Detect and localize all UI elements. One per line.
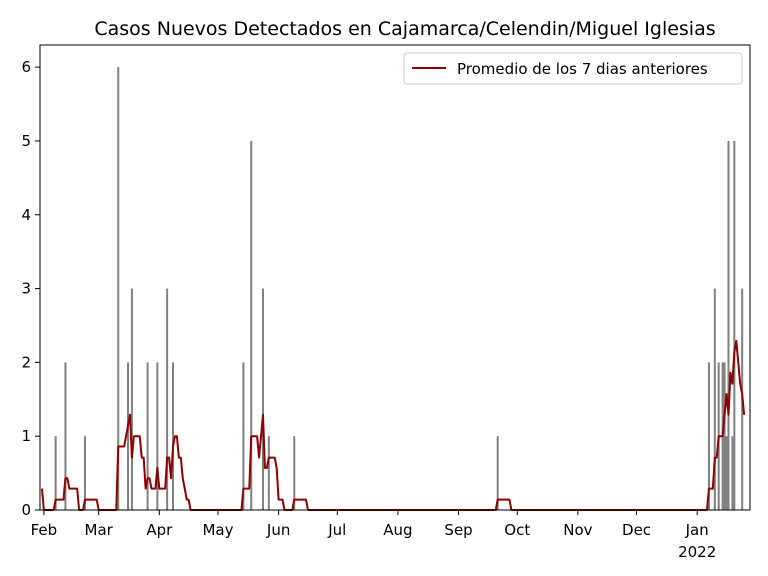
bar-21 <box>725 436 728 510</box>
y-tick-label-3: 3 <box>21 280 31 298</box>
bar-23 <box>731 436 734 510</box>
bar-13 <box>267 436 270 510</box>
bar-2 <box>83 436 86 510</box>
bars-layer <box>54 67 744 511</box>
y-tick-label-2: 2 <box>21 353 31 371</box>
x-tick-label-4: Jun <box>266 521 290 539</box>
x-tick-sublabel-11: 2022 <box>678 543 716 561</box>
bar-3 <box>117 67 120 511</box>
bar-14 <box>293 436 296 510</box>
x-tick-label-3: May <box>202 521 233 539</box>
bar-9 <box>172 362 175 510</box>
legend-label: Promedio de los 7 dias anteriores <box>457 60 708 78</box>
x-tick-label-9: Nov <box>563 521 592 539</box>
bar-6 <box>146 362 149 510</box>
bar-7 <box>156 362 159 510</box>
y-tick-label-1: 1 <box>21 427 31 445</box>
bar-8 <box>166 288 169 510</box>
bar-22 <box>727 140 730 510</box>
bar-0 <box>54 436 57 510</box>
legend-box <box>403 52 743 85</box>
x-tick-label-6: Aug <box>383 521 412 539</box>
bar-10 <box>242 362 245 510</box>
bar-1 <box>64 362 67 510</box>
bar-17 <box>713 288 716 510</box>
x-tick-label-1: Mar <box>85 521 114 539</box>
x-tick-label-5: Jul <box>327 521 346 539</box>
bar-15 <box>496 436 499 510</box>
bar-4 <box>127 362 130 510</box>
y-tick-label-0: 0 <box>21 501 31 519</box>
bar-12 <box>261 288 264 510</box>
x-tick-label-2: Apr <box>146 521 173 539</box>
line-layer <box>40 339 746 511</box>
bar-5 <box>130 288 133 510</box>
bar-24 <box>733 140 736 510</box>
x-tick-label-7: Sep <box>444 521 472 539</box>
bar-16 <box>707 362 710 510</box>
legend: Promedio de los 7 dias anteriores <box>403 52 743 85</box>
y-tick-label-5: 5 <box>21 132 31 150</box>
chart-title: Casos Nuevos Detectados en Cajamarca/Cel… <box>94 18 715 40</box>
x-tick-label-0: Feb <box>31 521 58 539</box>
bar-11 <box>250 140 253 510</box>
axes-layer: 0 1 2 3 4 5 6 Feb Mar Apr May Jun Jul Aug Sep Oct Nov Dec… <box>21 44 751 561</box>
x-tick-label-10: Dec <box>622 521 651 539</box>
plot-frame <box>39 44 751 511</box>
bar-20 <box>723 362 726 510</box>
y-tick-label-6: 6 <box>21 58 31 76</box>
x-tick-label-8: Oct <box>504 521 530 539</box>
series-line-0 <box>40 339 746 511</box>
y-tick-label-4: 4 <box>21 206 31 224</box>
x-tick-label-11: Jan <box>685 521 709 539</box>
